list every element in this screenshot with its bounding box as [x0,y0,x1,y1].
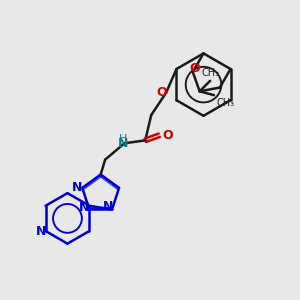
Text: CH₃: CH₃ [201,68,219,78]
Text: N: N [36,224,46,238]
Text: O: O [189,62,200,75]
Text: N: N [118,137,128,150]
Text: H: H [119,134,127,144]
Text: O: O [163,129,173,142]
Text: CH₃: CH₃ [217,98,235,107]
Text: N: N [72,182,82,194]
Text: N: N [79,202,89,214]
Text: N: N [103,200,114,213]
Text: O: O [156,86,167,99]
